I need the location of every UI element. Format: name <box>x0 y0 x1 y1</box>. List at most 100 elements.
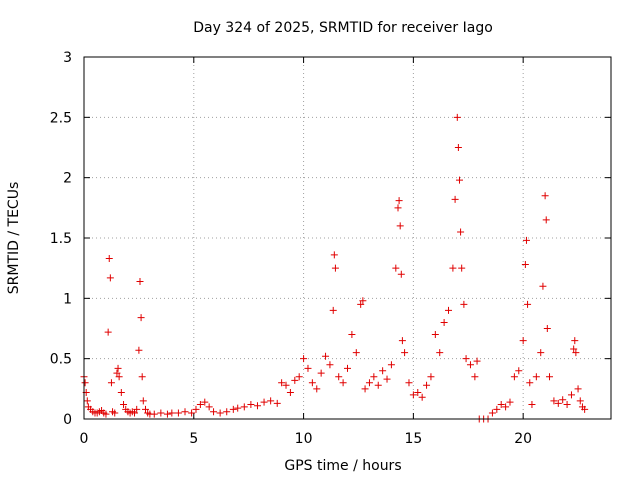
data-point <box>570 345 578 353</box>
data-point <box>454 144 462 151</box>
data-point <box>550 397 558 405</box>
data-point <box>359 297 367 305</box>
data-point <box>344 364 351 372</box>
data-point <box>137 314 145 322</box>
data-point <box>216 409 224 417</box>
data-point <box>267 397 275 405</box>
data-point <box>136 277 144 285</box>
data-point <box>423 381 431 389</box>
data-point <box>436 349 444 357</box>
data-point <box>286 388 294 396</box>
data-point <box>414 388 422 396</box>
data-point <box>559 396 567 404</box>
data-point <box>81 379 89 387</box>
data-point <box>515 367 523 375</box>
data-point <box>131 409 139 417</box>
data-point <box>397 270 405 278</box>
data-point <box>394 204 402 212</box>
data-point <box>111 409 119 417</box>
data-point <box>473 357 481 365</box>
data-point <box>458 264 466 272</box>
y-tick-label: 3 <box>63 50 72 66</box>
data-point <box>138 373 146 381</box>
data-point <box>278 379 286 387</box>
y-tick-label: 0.5 <box>50 352 72 368</box>
data-point <box>117 388 125 396</box>
data-point <box>581 405 589 413</box>
data-point <box>192 405 200 413</box>
data-point <box>113 369 121 377</box>
x-tick-label: 10 <box>295 431 313 447</box>
data-point <box>247 401 255 409</box>
data-point <box>357 300 365 308</box>
data-point <box>405 379 413 387</box>
data-point <box>133 405 141 413</box>
data-point <box>445 306 453 314</box>
y-tick-label: 1.5 <box>50 231 72 247</box>
data-point <box>427 373 435 381</box>
data-point <box>449 264 457 272</box>
chart-title: Day 324 of 2025, SRMTID for receiver Iag… <box>193 20 493 36</box>
data-point <box>139 397 147 405</box>
data-point <box>201 398 209 406</box>
data-point <box>326 361 334 369</box>
data-point <box>537 349 545 357</box>
data-point <box>329 306 337 314</box>
x-tick-label: 15 <box>404 431 422 447</box>
data-point <box>395 197 403 205</box>
data-point <box>462 355 470 363</box>
grid-layer <box>84 57 611 419</box>
plot-area-frame <box>83 56 612 420</box>
data-point <box>453 113 461 121</box>
x-tick-label: 0 <box>80 431 89 447</box>
data-point <box>282 381 290 389</box>
data-point <box>497 401 505 409</box>
data-point <box>322 352 330 360</box>
data-point <box>567 391 575 399</box>
data-point <box>253 402 261 410</box>
data-point <box>205 403 213 411</box>
data-point <box>339 379 347 387</box>
data-point <box>240 403 248 411</box>
data-point <box>374 381 382 389</box>
tick-layer: 0 0.5 1 1.5 2 2.5 3 0 5 10 15 20 <box>50 50 611 447</box>
data-point <box>210 408 218 416</box>
data-points-layer <box>80 113 589 423</box>
data-point <box>440 318 448 326</box>
data-point <box>361 385 369 393</box>
data-point <box>455 176 463 184</box>
data-point <box>188 409 196 417</box>
data-point <box>331 264 339 272</box>
data-point <box>383 375 391 383</box>
data-point <box>524 300 532 308</box>
data-point <box>106 274 114 282</box>
data-point <box>543 325 551 332</box>
data-point <box>300 355 308 363</box>
data-point <box>181 408 189 416</box>
data-point <box>396 222 404 230</box>
data-point <box>141 405 149 413</box>
data-point <box>471 373 479 381</box>
data-point <box>539 282 547 290</box>
data-point <box>223 408 231 416</box>
data-point <box>502 403 510 411</box>
data-point <box>234 404 242 412</box>
data-point <box>104 328 112 336</box>
data-point <box>572 349 580 357</box>
y-tick-label: 0 <box>63 412 72 428</box>
data-point <box>398 337 406 345</box>
data-point <box>542 216 550 224</box>
data-point <box>574 385 582 393</box>
data-point <box>102 410 110 418</box>
data-point <box>313 385 321 393</box>
data-point <box>571 337 579 345</box>
data-point <box>418 393 426 401</box>
x-axis-label: GPS time / hours <box>284 458 401 474</box>
data-point <box>291 376 299 384</box>
data-point <box>521 261 529 269</box>
data-point <box>370 373 378 381</box>
y-tick-label: 1 <box>63 291 72 307</box>
data-point <box>168 409 176 417</box>
